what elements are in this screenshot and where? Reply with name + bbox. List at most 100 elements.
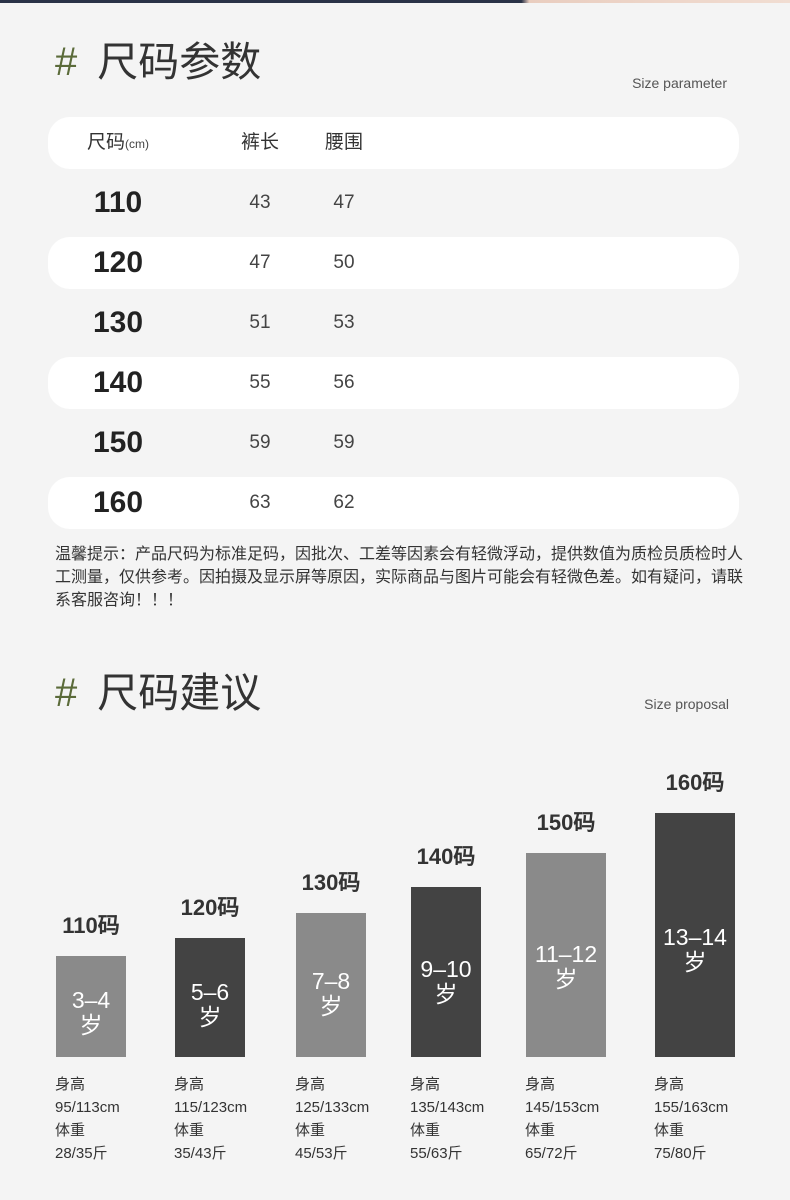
- size-label: 160码: [665, 770, 725, 795]
- section-title-text: 尺码建议: [97, 670, 262, 716]
- age-unit: 岁: [79, 1011, 103, 1038]
- waist-cell: 53: [333, 312, 355, 333]
- header-size-label: 尺码: [86, 132, 125, 153]
- table-row: 150 59 59: [48, 417, 739, 469]
- size-label: 150码: [536, 810, 596, 835]
- size-proposal-item: 150码 11–12 岁 身高 145/153cm 体重 65/72斤: [525, 810, 606, 1162]
- age-unit: 岁: [554, 966, 578, 993]
- size-cell: 150: [92, 426, 144, 459]
- size-proposal-heading: # 尺码建议: [55, 671, 261, 715]
- weight-label: 体重: [174, 1122, 205, 1139]
- hash-mark: #: [55, 40, 78, 84]
- section-subtitle-en: Size proposal: [644, 696, 729, 712]
- height-label: 身高: [295, 1076, 326, 1093]
- height-value: 95/113cm: [55, 1099, 120, 1116]
- table-row: 110 43 47: [48, 177, 739, 229]
- waist-cell: 59: [333, 432, 355, 453]
- height-label: 身高: [174, 1076, 205, 1093]
- length-cell: 51: [249, 312, 271, 333]
- table-header-row: 尺码(cm) 裤长 腰围: [48, 117, 739, 169]
- height-value: 145/153cm: [525, 1099, 600, 1116]
- body-measurements: 身高 125/133cm 体重 45/53斤: [295, 1073, 369, 1165]
- age-unit: 岁: [319, 992, 343, 1019]
- age-text: 7–8 岁: [296, 967, 366, 1019]
- notice-line: 温馨提示：产品尺码为标准足码，因批次、工差等因素会有轻微浮动，提供数值为质检员质…: [55, 546, 744, 563]
- size-cell: 120: [92, 246, 144, 279]
- size-proposal-item: 120码 5–6 岁 身高 115/123cm 体重 35/43斤: [174, 895, 247, 1162]
- age-range: 3–4: [71, 986, 111, 1013]
- size-proposal-item: 160码 13–14 岁 身高 155/163cm 体重 75/80斤: [654, 770, 735, 1162]
- age-range: 5–6: [190, 978, 230, 1005]
- waist-cell: 50: [333, 252, 355, 273]
- age-unit: 岁: [434, 981, 458, 1008]
- height-label: 身高: [55, 1076, 86, 1093]
- age-range: 11–12: [534, 941, 598, 968]
- size-notice: 温馨提示：产品尺码为标准足码，因批次、工差等因素会有轻微浮动，提供数值为质检员质…: [55, 543, 743, 612]
- header-length: 裤长: [240, 132, 279, 153]
- header-size-unit: (cm): [125, 137, 149, 151]
- section-title-text: 尺码参数: [97, 39, 262, 85]
- size-cell: 140: [92, 366, 144, 399]
- age-range: 7–8: [311, 967, 351, 994]
- body-measurements: 身高 155/163cm 体重 75/80斤: [654, 1073, 728, 1165]
- length-cell: 63: [249, 492, 271, 513]
- size-parameter-table: 尺码(cm) 裤长 腰围 110 43 47 120 47 50 130 51 …: [48, 117, 739, 529]
- size-label: 120码: [180, 895, 240, 920]
- weight-label: 体重: [525, 1122, 556, 1139]
- size-label: 140码: [416, 844, 476, 869]
- height-value: 125/133cm: [295, 1099, 370, 1116]
- hash-mark: #: [55, 671, 78, 715]
- waist-cell: 47: [333, 192, 355, 213]
- length-cell: 55: [249, 372, 271, 393]
- age-range: 9–10: [420, 956, 472, 983]
- weight-value: 35/43斤: [174, 1145, 227, 1162]
- age-text: 3–4 岁: [56, 986, 126, 1038]
- age-bar: 13–14 岁: [655, 813, 735, 1057]
- weight-value: 75/80斤: [654, 1145, 707, 1162]
- table-row: 130 51 53: [48, 297, 739, 349]
- size-proposal-item: 110码 3–4 岁 身高 95/113cm 体重 28/35斤: [55, 913, 126, 1162]
- age-bar: 7–8 岁: [296, 913, 366, 1057]
- weight-label: 体重: [410, 1122, 441, 1139]
- body-measurements: 身高 95/113cm 体重 28/35斤: [55, 1073, 120, 1165]
- size-proposal-item: 140码 9–10 岁 身高 135/143cm 体重 55/63斤: [410, 844, 484, 1162]
- body-measurements: 身高 145/153cm 体重 65/72斤: [525, 1073, 599, 1165]
- weight-value: 28/35斤: [55, 1145, 108, 1162]
- notice-line: 工测量，仅供参考。因拍摄及显示屏等原因，实际商品与图片可能会有轻微色差。如有疑问…: [55, 569, 744, 586]
- age-text: 13–14 岁: [655, 923, 735, 975]
- table-row: 120 47 50: [48, 237, 739, 289]
- table-row: 140 55 56: [48, 357, 739, 409]
- age-text: 5–6 岁: [175, 978, 245, 1030]
- size-cell: 160: [92, 486, 144, 519]
- length-cell: 47: [249, 252, 271, 273]
- table-row: 160 63 62: [48, 477, 739, 529]
- height-value: 155/163cm: [654, 1099, 729, 1116]
- age-bar: 5–6 岁: [175, 938, 245, 1057]
- age-unit: 岁: [198, 1003, 222, 1030]
- length-cell: 59: [249, 432, 271, 453]
- waist-cell: 56: [333, 372, 355, 393]
- body-measurements: 身高 135/143cm 体重 55/63斤: [410, 1073, 484, 1165]
- weight-label: 体重: [55, 1122, 86, 1139]
- height-value: 135/143cm: [410, 1099, 485, 1116]
- size-parameter-heading: # 尺码参数: [55, 40, 261, 84]
- length-cell: 43: [249, 192, 271, 213]
- height-label: 身高: [525, 1076, 556, 1093]
- age-unit: 岁: [683, 948, 707, 975]
- age-text: 9–10 岁: [411, 957, 481, 1007]
- age-range: 13–14: [663, 923, 727, 950]
- age-bar: 9–10 岁: [411, 887, 481, 1057]
- height-value: 115/123cm: [174, 1099, 248, 1116]
- age-text: 11–12 岁: [526, 942, 606, 992]
- notice-line: 系客服咨询！！！: [55, 592, 184, 609]
- height-label: 身高: [654, 1076, 685, 1093]
- size-cell: 130: [92, 306, 144, 339]
- size-label: 110码: [62, 913, 120, 938]
- waist-cell: 62: [333, 492, 355, 513]
- body-measurements: 身高 115/123cm 体重 35/43斤: [174, 1073, 247, 1165]
- size-label: 130码: [301, 870, 361, 895]
- header-waist: 腰围: [324, 132, 363, 153]
- weight-value: 45/53斤: [295, 1145, 348, 1162]
- age-bar: 11–12 岁: [526, 853, 606, 1057]
- height-label: 身高: [410, 1076, 441, 1093]
